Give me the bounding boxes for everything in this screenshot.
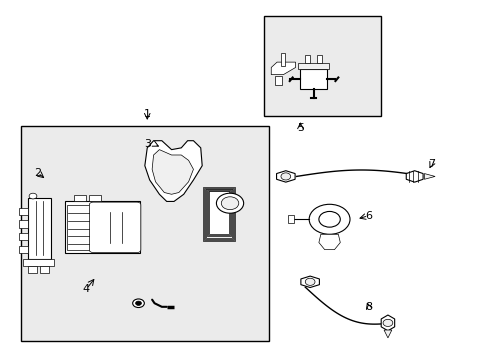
Bar <box>281 53 285 66</box>
Bar <box>20 233 28 240</box>
Bar <box>208 192 228 234</box>
Bar <box>67 205 93 249</box>
Bar <box>40 266 48 273</box>
Text: 8: 8 <box>364 302 371 312</box>
Polygon shape <box>406 171 422 182</box>
Bar <box>64 202 140 253</box>
Bar <box>264 16 380 116</box>
Bar <box>20 220 28 228</box>
Polygon shape <box>271 62 295 75</box>
Polygon shape <box>318 234 340 249</box>
Text: 5: 5 <box>296 123 304 133</box>
Bar <box>20 246 28 253</box>
Polygon shape <box>383 330 391 338</box>
Circle shape <box>29 193 37 199</box>
Bar <box>317 55 322 63</box>
Text: 2: 2 <box>34 168 41 178</box>
Bar <box>206 190 230 237</box>
Bar <box>204 189 232 239</box>
Circle shape <box>321 213 337 225</box>
Bar <box>203 188 233 240</box>
Bar <box>298 63 328 69</box>
Circle shape <box>382 319 392 327</box>
Text: 3: 3 <box>143 139 150 149</box>
Bar <box>207 191 229 235</box>
Polygon shape <box>381 315 394 331</box>
Bar <box>21 126 268 341</box>
Bar <box>305 55 309 63</box>
Bar <box>28 198 51 258</box>
Text: 4: 4 <box>83 284 90 294</box>
Polygon shape <box>152 150 193 194</box>
Circle shape <box>135 301 141 305</box>
Bar <box>20 207 28 215</box>
Bar <box>203 187 234 241</box>
Bar <box>74 195 85 202</box>
FancyBboxPatch shape <box>89 202 141 252</box>
Text: 1: 1 <box>143 109 150 119</box>
Text: 6: 6 <box>364 211 371 221</box>
Bar <box>300 69 326 89</box>
Circle shape <box>318 211 340 227</box>
Bar <box>205 189 231 238</box>
Polygon shape <box>424 174 434 179</box>
Bar <box>89 195 101 202</box>
Circle shape <box>308 204 349 234</box>
Polygon shape <box>144 141 202 202</box>
Bar <box>275 76 282 85</box>
Text: 7: 7 <box>427 159 434 169</box>
Bar <box>23 258 54 266</box>
Circle shape <box>221 197 238 210</box>
Circle shape <box>132 299 144 307</box>
Bar <box>28 266 37 273</box>
Circle shape <box>281 173 290 180</box>
Circle shape <box>216 193 243 213</box>
Circle shape <box>305 278 314 285</box>
Polygon shape <box>300 276 319 288</box>
Polygon shape <box>276 171 294 182</box>
Bar <box>287 215 293 223</box>
